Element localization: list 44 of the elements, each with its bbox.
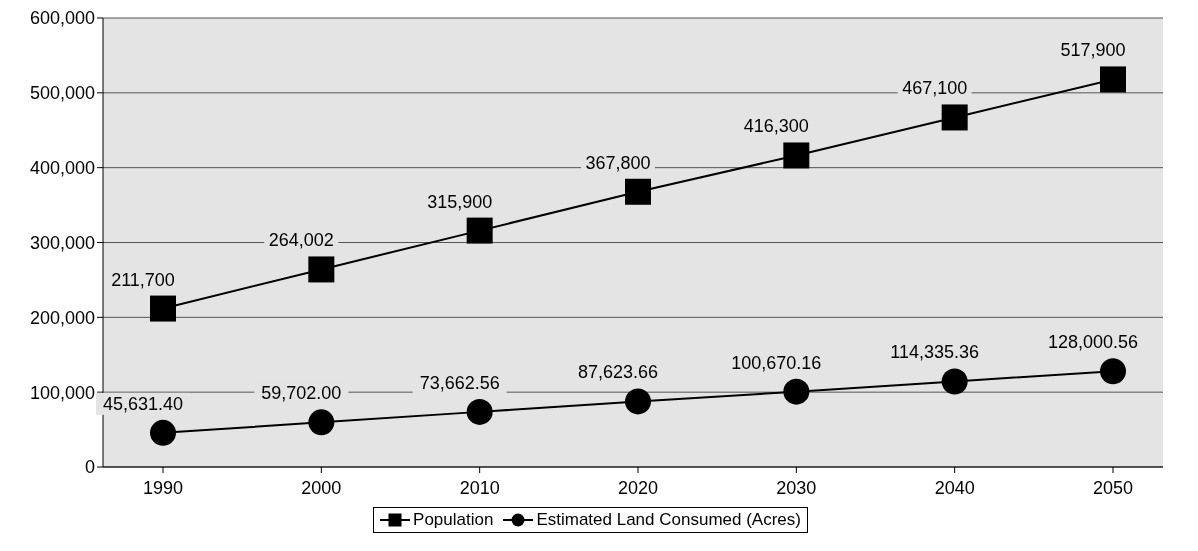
legend-label: Estimated Land Consumed (Acres) <box>535 510 801 530</box>
x-tick-label: 2050 <box>1092 477 1134 498</box>
y-tick-label: 100,000 <box>29 382 95 403</box>
point <box>783 142 810 169</box>
point <box>625 178 651 205</box>
y-tick-label: 200,000 <box>29 307 95 328</box>
point <box>466 217 493 244</box>
data-label: 367,800 <box>585 152 651 173</box>
x-tick-label: 2040 <box>934 477 975 498</box>
data-label: 264,002 <box>268 230 334 251</box>
y-tick-label: 400,000 <box>29 158 95 179</box>
x-tick-label: 2030 <box>776 477 817 498</box>
data-label: 87,623.66 <box>577 362 659 383</box>
point <box>308 409 335 436</box>
data-label: 467,100 <box>902 78 968 99</box>
point <box>150 419 176 446</box>
data-label: 416,300 <box>743 116 809 137</box>
data-label: 128,000.56 <box>1047 332 1139 353</box>
y-tick-label: 0 <box>84 457 95 478</box>
y-tick-label: 300,000 <box>29 232 95 253</box>
data-label: 211,700 <box>111 269 175 290</box>
data-label: 73,662.56 <box>419 372 500 393</box>
data-label: 315,900 <box>427 191 493 212</box>
data-label: 59,702.00 <box>261 383 342 404</box>
data-label: 100,670.16 <box>731 352 822 373</box>
point <box>941 368 968 395</box>
point <box>466 398 493 425</box>
point <box>150 295 176 322</box>
point <box>625 388 651 415</box>
data-label: 517,900 <box>1060 40 1126 61</box>
y-tick-label: 500,000 <box>29 83 95 104</box>
point <box>308 256 335 283</box>
x-tick-label: 1990 <box>142 477 184 498</box>
x-tick-label: 2010 <box>459 477 500 498</box>
point <box>783 378 810 405</box>
point <box>1100 66 1126 93</box>
legend-label: Population <box>412 510 494 530</box>
point <box>1100 358 1126 385</box>
data-label: 114,335.36 <box>890 342 980 363</box>
point <box>941 104 968 131</box>
data-label: 45,631.40 <box>102 393 184 414</box>
y-tick-label: 600,000 <box>29 8 95 29</box>
x-tick-label: 2020 <box>617 477 659 498</box>
x-tick-label: 2000 <box>301 477 342 498</box>
